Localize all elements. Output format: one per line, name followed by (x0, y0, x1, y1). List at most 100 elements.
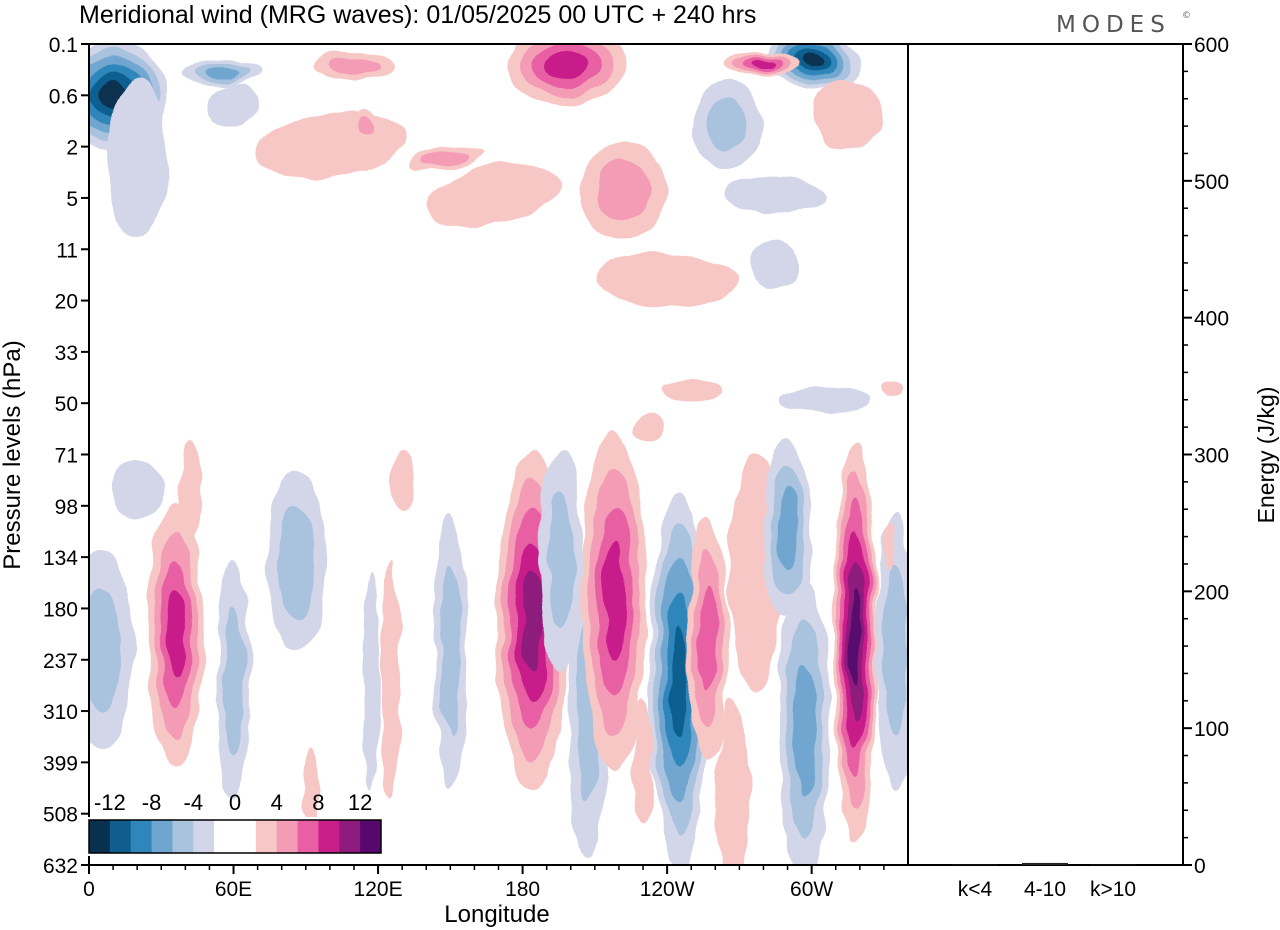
contour-blob (597, 254, 738, 306)
y-tick-label: 508 (43, 804, 78, 827)
contour-blob (165, 589, 186, 681)
chart-title: Meridional wind (MRG waves): 01/05/2025 … (79, 1, 756, 29)
energy-tick-label: 400 (1194, 308, 1229, 331)
x-tick-label: 120W (640, 878, 695, 901)
colorbar-swatch (214, 820, 236, 853)
colorbar-swatch (89, 820, 111, 853)
energy-axis-label: Energy (J/kg) (1253, 387, 1279, 524)
y-axis: 0.1 0.6 2 5 11 20 33 50 71 98 134 180 237 310 399 508 63… (43, 34, 89, 878)
colorbar-label: -12 (94, 790, 126, 815)
contour-blob (521, 571, 543, 669)
colorbar-swatch (360, 820, 382, 853)
contour-blob (879, 380, 904, 396)
energy-tick-label: 200 (1194, 581, 1229, 604)
energy-tick-label: 600 (1194, 34, 1229, 57)
contour-blob (670, 625, 688, 735)
x-axis-label: Longitude (444, 901, 549, 928)
energy-bar (1090, 864, 1136, 866)
contour-blob (596, 160, 652, 220)
contour-blob (793, 663, 816, 797)
colorbar-swatch (276, 820, 299, 853)
contour-blob (705, 97, 749, 153)
colorbar-frame (88, 819, 382, 854)
contour-blob (203, 66, 240, 78)
colorbar-swatch (255, 820, 278, 853)
contour-blob (748, 58, 774, 68)
x-tick-label: 180 (505, 878, 540, 901)
contour-blob (849, 591, 861, 689)
x-tick-label: 60E (215, 878, 252, 901)
y-axis-label: Pressure levels (hPa) (0, 340, 26, 569)
colorbar-swatch (172, 820, 194, 853)
contour-blob (255, 111, 405, 179)
colorbar-label: 8 (312, 790, 324, 815)
energy-panel (908, 43, 1184, 866)
contour-blob (776, 490, 799, 570)
contour-blob (547, 492, 575, 628)
colorbar-swatch (235, 820, 257, 853)
energy-bars: k<4 4-10 k>10 (952, 862, 1136, 901)
y-tick-label: 2 (66, 137, 78, 160)
contour-blob (357, 116, 375, 134)
y-tick-label: 5 (66, 188, 78, 211)
contour-blob (390, 450, 415, 510)
contour-blob (329, 55, 379, 75)
y-tick-label: 399 (43, 752, 78, 775)
colorbar-swatch (193, 820, 215, 853)
contour-blob (208, 83, 259, 127)
colorbar-label: 12 (348, 790, 372, 815)
contour-blob (661, 378, 722, 402)
contour-blob (800, 53, 824, 67)
y-tick-label: 71 (55, 445, 78, 468)
y-tick-label: 310 (43, 701, 78, 724)
energy-bar (952, 864, 998, 866)
contour-blob (545, 51, 587, 79)
contour-blob (716, 700, 749, 865)
y-tick-label: 98 (55, 496, 78, 519)
contour-blob (302, 750, 319, 830)
colorbar-label: 0 (229, 790, 241, 815)
energy-category-label: k<4 (958, 878, 993, 901)
contour-blob (699, 586, 717, 694)
colorbar-swatch (318, 820, 340, 853)
contour-blob (277, 504, 315, 616)
x-tick-label: 120E (354, 878, 403, 901)
contour-blob (107, 80, 168, 240)
contour-blob (633, 700, 654, 820)
colorbar-swatch (297, 820, 319, 853)
contour-blob (109, 460, 166, 520)
energy-axis: 0 100 200 300 400 500 600 (1183, 34, 1229, 878)
colorbar-swatch (339, 820, 361, 853)
y-tick-label: 20 (55, 291, 78, 314)
y-tick-label: 0.6 (49, 85, 78, 108)
contour-blob (380, 560, 401, 800)
contour-blob (422, 150, 469, 166)
energy-tick-label: 500 (1194, 171, 1229, 194)
y-tick-label: 180 (43, 598, 78, 621)
energy-category-label: k>10 (1090, 878, 1136, 901)
energy-tick-label: 100 (1194, 718, 1229, 741)
contour-field (89, 44, 908, 865)
contour-blob (362, 570, 379, 790)
colorbar-label: -4 (184, 790, 204, 815)
brand-logo: MODES (1056, 12, 1171, 38)
contour-blob (440, 563, 461, 737)
colorbar-swatch (151, 820, 173, 853)
contour-blob (750, 240, 801, 290)
brand-mark: © (1182, 11, 1197, 21)
contour-blob (778, 388, 869, 412)
colorbar-swatch (130, 820, 153, 853)
x-tick-label: 0 (83, 878, 95, 901)
colorbar-swatch (109, 820, 132, 853)
contour-blob (89, 588, 121, 712)
y-tick-label: 237 (43, 650, 78, 673)
energy-tick-label: 0 (1194, 855, 1206, 878)
colorbar-label: 4 (271, 790, 283, 815)
contour-blob (885, 520, 898, 570)
y-tick-label: 134 (43, 547, 78, 570)
contour-blob (178, 440, 203, 540)
y-tick-label: 50 (55, 393, 78, 416)
x-axis: 0 60E 120E 180 120W 60W (83, 865, 885, 901)
energy-tick-label: 300 (1194, 445, 1229, 468)
